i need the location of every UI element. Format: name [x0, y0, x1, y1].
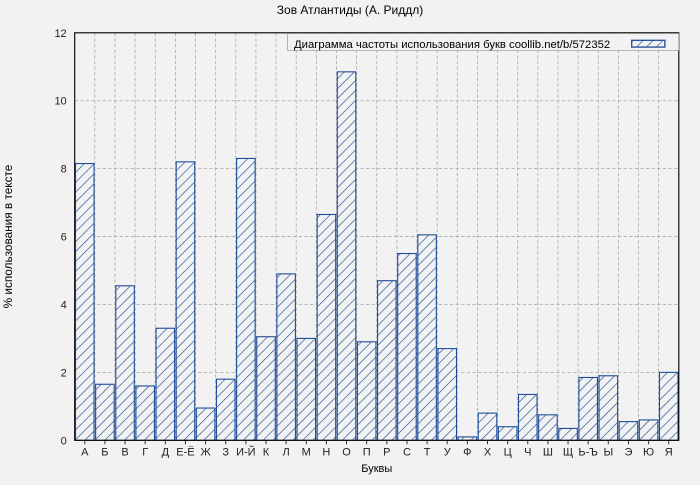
svg-text:И-Й: И-Й — [236, 445, 255, 458]
svg-text:4: 4 — [61, 299, 67, 311]
svg-text:З: З — [222, 446, 229, 458]
svg-text:Ц: Ц — [504, 446, 512, 458]
svg-text:Л: Л — [283, 446, 290, 458]
svg-text:Э: Э — [625, 446, 633, 458]
svg-text:Б: Б — [101, 446, 108, 458]
svg-text:Н: Н — [322, 446, 330, 458]
svg-text:0: 0 — [61, 435, 67, 447]
svg-text:П: П — [363, 446, 371, 458]
svg-text:Я: Я — [665, 446, 673, 458]
svg-text:Х: Х — [484, 446, 492, 458]
svg-text:Щ: Щ — [563, 446, 573, 458]
svg-text:А: А — [81, 446, 89, 458]
svg-text:В: В — [121, 446, 128, 458]
svg-text:Ж: Ж — [201, 446, 211, 458]
svg-text:Д: Д — [162, 446, 170, 458]
svg-text:Ю: Ю — [643, 446, 654, 458]
svg-text:Ч: Ч — [524, 446, 531, 458]
svg-text:12: 12 — [54, 28, 66, 40]
svg-text:Буквы: Буквы — [361, 463, 392, 475]
svg-text:8: 8 — [61, 164, 67, 176]
svg-text:Т: Т — [424, 446, 431, 458]
svg-text:6: 6 — [61, 232, 67, 244]
svg-text:Г: Г — [142, 446, 148, 458]
svg-text:С: С — [403, 446, 411, 458]
svg-text:Р: Р — [383, 446, 390, 458]
svg-text:Ы: Ы — [603, 446, 613, 458]
svg-text:Ш: Ш — [543, 446, 553, 458]
svg-text:Зов Атлантиды (А. Риддл): Зов Атлантиды (А. Риддл) — [277, 3, 423, 17]
svg-text:% использования в тексте: % использования в тексте — [1, 164, 15, 308]
svg-text:К: К — [263, 446, 270, 458]
svg-text:Ф: Ф — [463, 446, 471, 458]
svg-text:Ь-Ъ: Ь-Ъ — [578, 446, 598, 458]
svg-text:О: О — [342, 446, 351, 458]
svg-text:10: 10 — [54, 96, 66, 108]
svg-text:2: 2 — [61, 367, 67, 379]
svg-text:М: М — [302, 446, 311, 458]
svg-text:Е-Ё: Е-Ё — [176, 446, 194, 458]
svg-text:Диаграмма частоты использовани: Диаграмма частоты использования букв coo… — [294, 39, 610, 51]
svg-text:У: У — [444, 446, 452, 458]
